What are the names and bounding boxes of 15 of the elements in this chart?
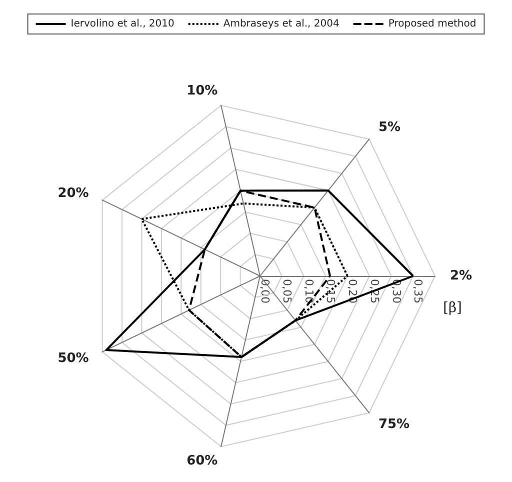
spoke-label: 20% xyxy=(58,186,89,202)
y-tick-label: 0,05 xyxy=(280,279,294,304)
y-tick-label: 0,35 xyxy=(412,279,425,304)
spoke-label: 5% xyxy=(378,120,401,135)
legend-label: Proposed method xyxy=(388,18,476,30)
spoke-label: 75% xyxy=(378,417,410,432)
text: [β] xyxy=(443,300,462,316)
spoke-label: 2% xyxy=(450,268,472,284)
y-tick-label: 0,15 xyxy=(324,279,338,304)
legend-label: Iervolino et al., 2010 xyxy=(70,18,174,30)
legend-label: Ambraseys et al., 2004 xyxy=(223,18,340,30)
spoke-label: 60% xyxy=(186,454,218,469)
spoke-label: 50% xyxy=(58,350,89,366)
spoke-label: 10% xyxy=(186,83,218,98)
y-tick-label: 0,10 xyxy=(302,279,316,304)
